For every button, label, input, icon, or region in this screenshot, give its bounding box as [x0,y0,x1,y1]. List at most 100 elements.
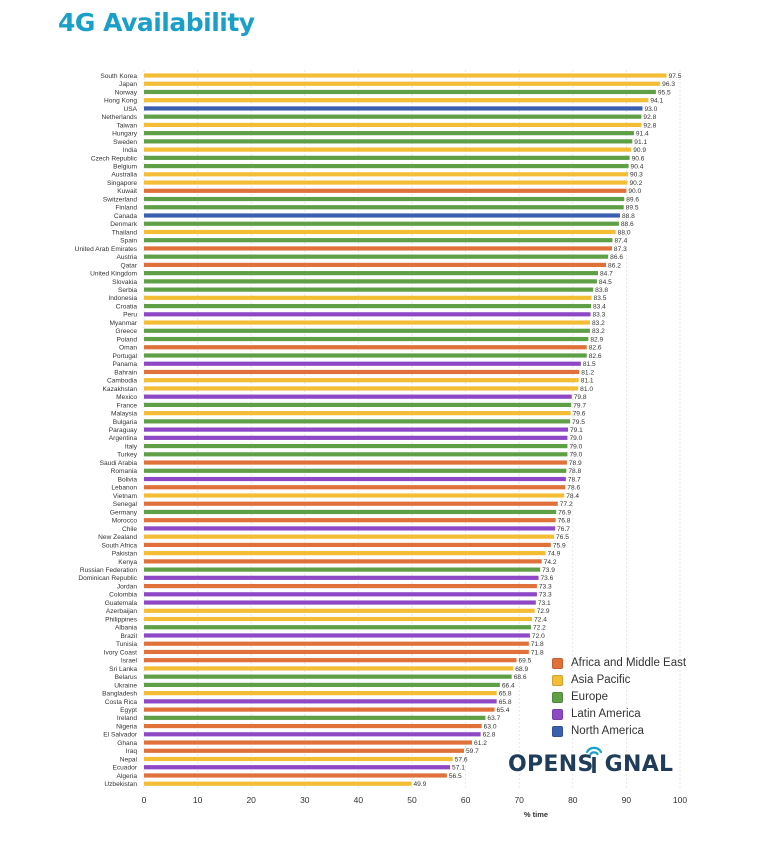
value-label: 56.5 [449,773,462,780]
bar [144,781,412,786]
bar [144,691,497,696]
country-label: Belgium [113,163,137,170]
value-label: 81.0 [580,386,593,393]
legend-item: Latin America [552,706,686,722]
country-label: Italy [125,443,138,450]
value-label: 75.9 [553,542,566,549]
bar [144,246,612,251]
country-label: South Korea [100,73,137,80]
value-label: 83.2 [592,328,605,335]
value-label: 86.6 [610,254,623,261]
bar [144,756,453,762]
value-label: 88.0 [618,229,631,236]
country-label: Bolivia [118,476,138,483]
bar [144,139,633,144]
value-label: 84.5 [599,279,612,286]
bar [144,131,634,136]
country-label: Albania [115,625,137,632]
bar [144,707,495,712]
legend-item: North America [552,723,686,739]
value-label: 96.3 [662,81,675,88]
country-label: Nigeria [116,723,137,730]
bar [144,163,629,169]
value-label: 92.8 [643,122,656,129]
value-label: 90.2 [629,180,642,187]
bar [144,452,568,457]
value-label: 62.8 [483,732,496,739]
country-label: Switzerland [103,196,137,203]
bar [144,526,556,531]
bar [144,559,542,564]
value-label: 72.0 [532,633,545,640]
value-label: 79.5 [572,419,585,426]
signal-i-icon [585,746,603,773]
value-label: 88.6 [621,221,634,228]
country-label: Morocco [112,518,138,525]
value-labels: 97.596.395.594.193.092.892.891.491.190.9… [413,73,681,788]
country-label: Myanmar [110,320,138,327]
country-label: Philippines [105,616,138,623]
value-label: 69.5 [519,658,532,665]
country-label: Qatar [121,262,138,269]
value-label: 78.6 [567,485,580,492]
value-label: 57.1 [452,765,465,772]
bar [144,221,619,226]
value-label: 81.2 [581,369,594,376]
bar [144,336,589,342]
x-tick-label: 70 [514,795,524,805]
value-label: 74.9 [547,551,560,558]
country-label: United Arab Emirates [75,246,138,253]
bar [144,666,514,671]
value-label: 93.0 [644,106,657,113]
country-label: Slovakia [112,279,137,286]
country-label: Bahrain [114,369,137,376]
value-label: 72.2 [533,625,546,632]
bar [144,485,566,490]
country-label: Serbia [118,287,137,294]
bar [144,773,447,778]
bar [144,295,592,300]
country-label: Bangladesh [102,691,137,698]
bar [144,476,566,482]
value-label: 81.1 [581,378,594,385]
country-label: Oman [119,345,137,352]
bar [144,312,591,317]
bar [144,303,592,309]
bar [144,732,481,737]
bar [144,106,643,111]
country-label: Norway [115,89,138,96]
bar [144,114,642,119]
value-label: 65.4 [497,707,510,714]
bar [144,402,572,407]
country-label: Peru [123,312,137,319]
bar [144,353,587,358]
value-label: 78.8 [568,468,581,475]
country-label: Hungary [112,131,138,138]
value-label: 92.8 [643,114,656,121]
bar [144,320,590,325]
country-label: Portugal [112,353,137,360]
value-label: 83.5 [594,295,607,302]
x-axis: 0 10 20 30 40 50 60 70 80 90 100 [142,795,688,805]
country-label: Dominican Republic [78,575,137,582]
legend-swatch [552,657,563,669]
bar [144,468,567,473]
legend-swatch [552,725,563,737]
value-label: 79.8 [574,394,587,401]
bar [144,748,464,753]
value-label: 81.5 [583,361,596,368]
country-label: Vietnam [113,493,138,500]
bar [144,649,529,655]
country-label: Greece [115,328,137,335]
bar [144,155,630,160]
country-label: Uzbekistan [104,781,137,788]
country-label: Taiwan [116,122,137,129]
bar [144,287,594,292]
legend-label: Latin America [571,708,641,720]
bar [144,279,597,284]
value-label: 49.9 [413,781,426,788]
value-label: 71.8 [531,649,544,656]
bar [144,73,667,78]
value-label: 57.6 [455,756,468,763]
legend-label: Europe [571,691,609,703]
